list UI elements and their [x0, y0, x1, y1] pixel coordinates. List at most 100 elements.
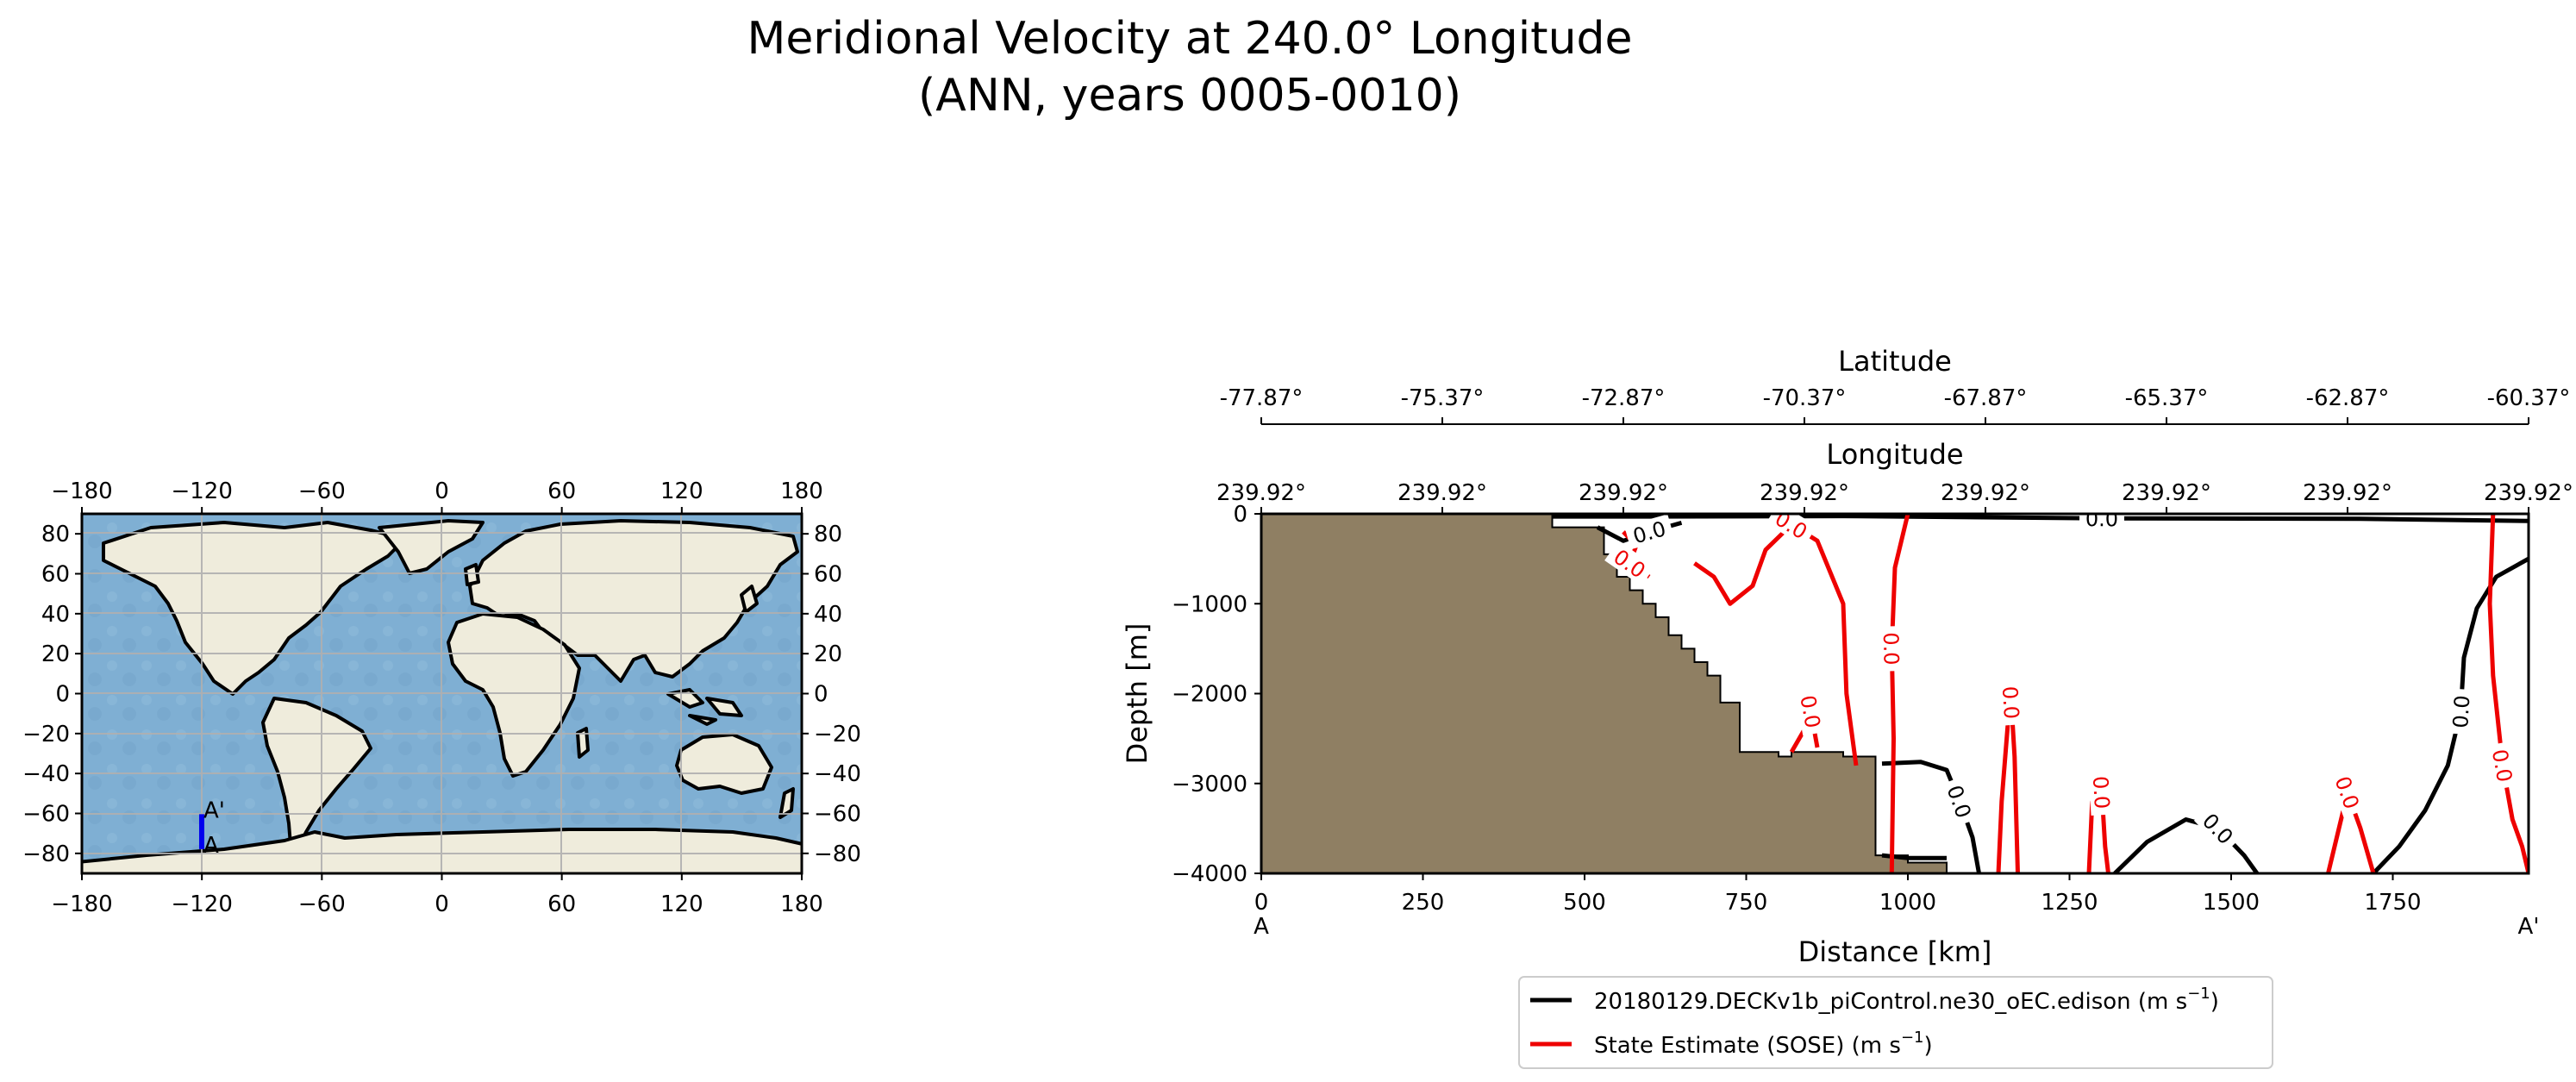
longitude-tick-label: 239.92° [2303, 480, 2392, 506]
contour-label-bg [2329, 766, 2367, 818]
section-y-tick-label: −1000 [1172, 591, 1247, 617]
map-tick-labels: −180 −180 −120 −120 −60 −60 0 0 60 60 120 120 180 180… [22, 478, 861, 917]
map-left-tick-label: 40 [41, 602, 70, 628]
section-start-label: A [1254, 914, 1269, 940]
map-top-tick-label: 0 [435, 478, 449, 504]
contour-label: 0.0 [2448, 695, 2474, 729]
section-y-tick-label: −2000 [1172, 682, 1247, 708]
contour-label: 0.0 [2487, 747, 2517, 785]
map-left-tick-label: 20 [41, 641, 70, 667]
contour-label-bg [2079, 514, 2125, 531]
map-left-tick-label: −20 [22, 722, 70, 747]
contour-label: 0.0 [2088, 775, 2114, 810]
british-isles [464, 563, 480, 586]
longitude-axis-label: Longitude [1826, 438, 1963, 471]
map-left-tick-label: 80 [41, 522, 70, 547]
section-end-label: A' [2518, 914, 2540, 940]
maritime-continent [666, 688, 743, 726]
map-right-tick-label: 40 [814, 602, 842, 628]
section-x-tick-label: 1250 [2041, 890, 2098, 916]
latitude-tick-label: -60.37° [2487, 385, 2571, 411]
latitude-tick-label: -67.87° [1944, 385, 2028, 411]
latitude-tick-label: -75.37° [1401, 385, 1485, 411]
map-left-tick-label: −40 [22, 761, 70, 787]
latitude-tick-label: -77.87° [1220, 385, 1304, 411]
australia-landmass [675, 733, 773, 795]
contour-label-bg [1795, 687, 1827, 736]
latitude-tick-label: -62.87° [2306, 385, 2390, 411]
contour-label-bg [1879, 626, 1904, 672]
madagascar-landmass [576, 727, 590, 759]
latitude-axis-label: Latitude [1838, 345, 1952, 378]
map-right-tick-label: −60 [814, 802, 861, 828]
section-x-tick-label: 1750 [2364, 890, 2421, 916]
contour-label: 0.0 [1795, 693, 1824, 730]
longitude-tick-label: 239.92° [1397, 480, 1487, 506]
map-top-tick-label: −60 [298, 478, 346, 504]
longitude-tick-label: 239.92° [2484, 480, 2573, 506]
map-right-tick-label: −80 [814, 841, 861, 867]
latitude-tick-label: -65.37° [2125, 385, 2209, 411]
contour-label-bg [1998, 679, 2025, 726]
longitude-tick-label: 239.92° [1579, 480, 1668, 506]
map-bottom-tick-label: 60 [547, 891, 576, 917]
map-right-tick-label: 60 [814, 562, 842, 588]
latitude-tick-label: -72.87° [1582, 385, 1666, 411]
map-top-tick-label: −180 [51, 478, 112, 504]
longitude-tick-label: 239.92° [1216, 480, 1306, 506]
contour-label-bg [2193, 804, 2243, 854]
latitude-tick-label: -70.37° [1763, 385, 1847, 411]
sose-contour [1693, 522, 1859, 766]
contour-labels: 0.00.00.00.00.00.00.00.00.0 0.00.0 0.00.0 [1604, 507, 2519, 854]
section-y-tick-label: −3000 [1172, 772, 1247, 797]
map-left-tick-label: 0 [55, 682, 70, 708]
map-top-tick-label: 120 [660, 478, 703, 504]
map-right-tick-label: −40 [814, 761, 861, 787]
section-x-axis-label: Distance [km] [1798, 935, 1992, 968]
map-bottom-tick-label: 180 [780, 891, 823, 917]
contour-label-bg [2447, 688, 2474, 735]
japan-landmass [740, 585, 759, 614]
north-america-landmass [102, 521, 407, 696]
longitude-tick-label: 239.92° [1760, 480, 1849, 506]
section-x-tick-label: 1000 [1879, 890, 1936, 916]
contour-label-bg [2088, 769, 2116, 816]
figure-title-line1: Meridional Velocity at 240.0° Longitude [747, 13, 1632, 65]
map-top-tick-label: −120 [171, 478, 232, 504]
map-left-tick-label: −80 [22, 841, 70, 867]
transect-end-label: A' [203, 797, 225, 823]
map-right-tick-label: 0 [814, 682, 828, 708]
map-bottom-tick-label: 120 [660, 891, 703, 917]
map-bottom-tick-label: 0 [435, 891, 449, 917]
contour-label-bg [2486, 741, 2519, 790]
contour-label: 0.0 [1998, 685, 2023, 720]
legend: 20180129.DECKv1b_piControl.ne30_oEC.edis… [1518, 976, 2273, 1069]
section-x-tick-label: 250 [1402, 890, 1445, 916]
map-bottom-tick-label: −60 [298, 891, 346, 917]
model-contour [1552, 514, 2529, 523]
section-x-tick-label: 750 [1725, 890, 1768, 916]
section-plot: 0.00.00.00.00.00.00.00.00.0 0.00.0 0.00.0 … [1121, 345, 2573, 968]
location-map: A A' −180 −180 −120 −120 −60 −60 0 0 60 60 120 120 1… [22, 478, 861, 917]
section-y-tick-label: 0 [1233, 502, 1247, 528]
map-top-tick-label: 60 [547, 478, 576, 504]
map-right-tick-label: 20 [814, 641, 842, 667]
map-left-tick-label: −60 [22, 802, 70, 828]
map-right-tick-label: 80 [814, 522, 842, 547]
contour-label-bg [1624, 514, 1674, 550]
map-gridlines [82, 514, 802, 873]
map-left-tick-label: 60 [41, 562, 70, 588]
section-x-tick-label: 1500 [2203, 890, 2260, 916]
legend-frame [1518, 976, 2273, 1069]
section-y-axis-label: Depth [m] [1121, 623, 1154, 765]
map-bottom-tick-label: −180 [51, 891, 112, 917]
greenland-landmass [378, 519, 485, 575]
contour-label-bg [1604, 541, 1655, 586]
map-bottom-tick-label: −120 [171, 891, 232, 917]
contour-label-bg [1766, 514, 1817, 547]
figure-title-line2: (ANN, years 0005-0010) [918, 70, 1461, 122]
contour-label: 0.0 [2085, 507, 2118, 531]
bathymetry-fill [1261, 514, 1948, 873]
map-right-tick-label: −20 [814, 722, 861, 747]
